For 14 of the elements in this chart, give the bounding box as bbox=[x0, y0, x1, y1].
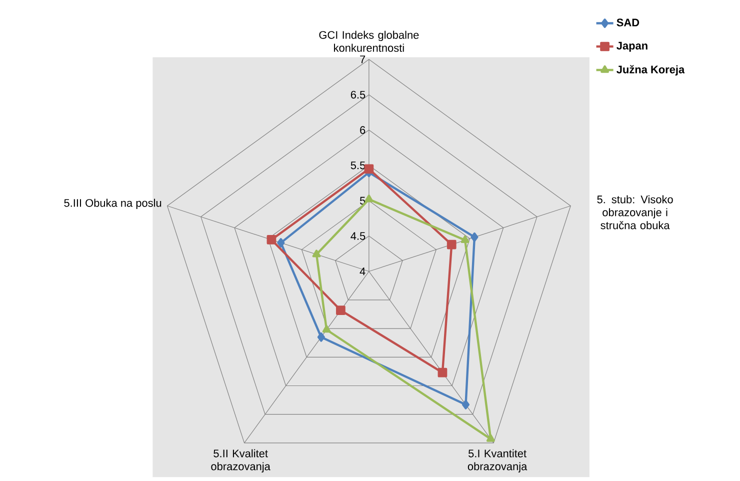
y-tick-label: 4 bbox=[360, 267, 366, 276]
legend-label: Japan bbox=[616, 42, 648, 52]
spoke-label: GCI Indeks globalne konkurentnosti bbox=[319, 30, 419, 52]
spoke-label: 5.I Kvantitet obrazovanja bbox=[468, 449, 528, 472]
spoke-label: 5. stub: Visoko obrazovanje i stručna obuka bbox=[597, 195, 673, 230]
y-tick-label: 4.5 bbox=[350, 232, 366, 240]
spoke-label: 5.III Obuka na poslu bbox=[64, 198, 162, 209]
y-tick-label: 6 bbox=[360, 126, 366, 134]
y-tick-label: 6.5 bbox=[350, 90, 366, 98]
legend-label: Južna Koreja bbox=[616, 64, 685, 76]
spoke-label: 5.II Kvalitet obrazovanja bbox=[211, 449, 270, 472]
y-tick-label: 7 bbox=[360, 55, 366, 63]
legend-label: SAD bbox=[616, 18, 640, 26]
y-tick-label: 5.5 bbox=[350, 161, 366, 170]
